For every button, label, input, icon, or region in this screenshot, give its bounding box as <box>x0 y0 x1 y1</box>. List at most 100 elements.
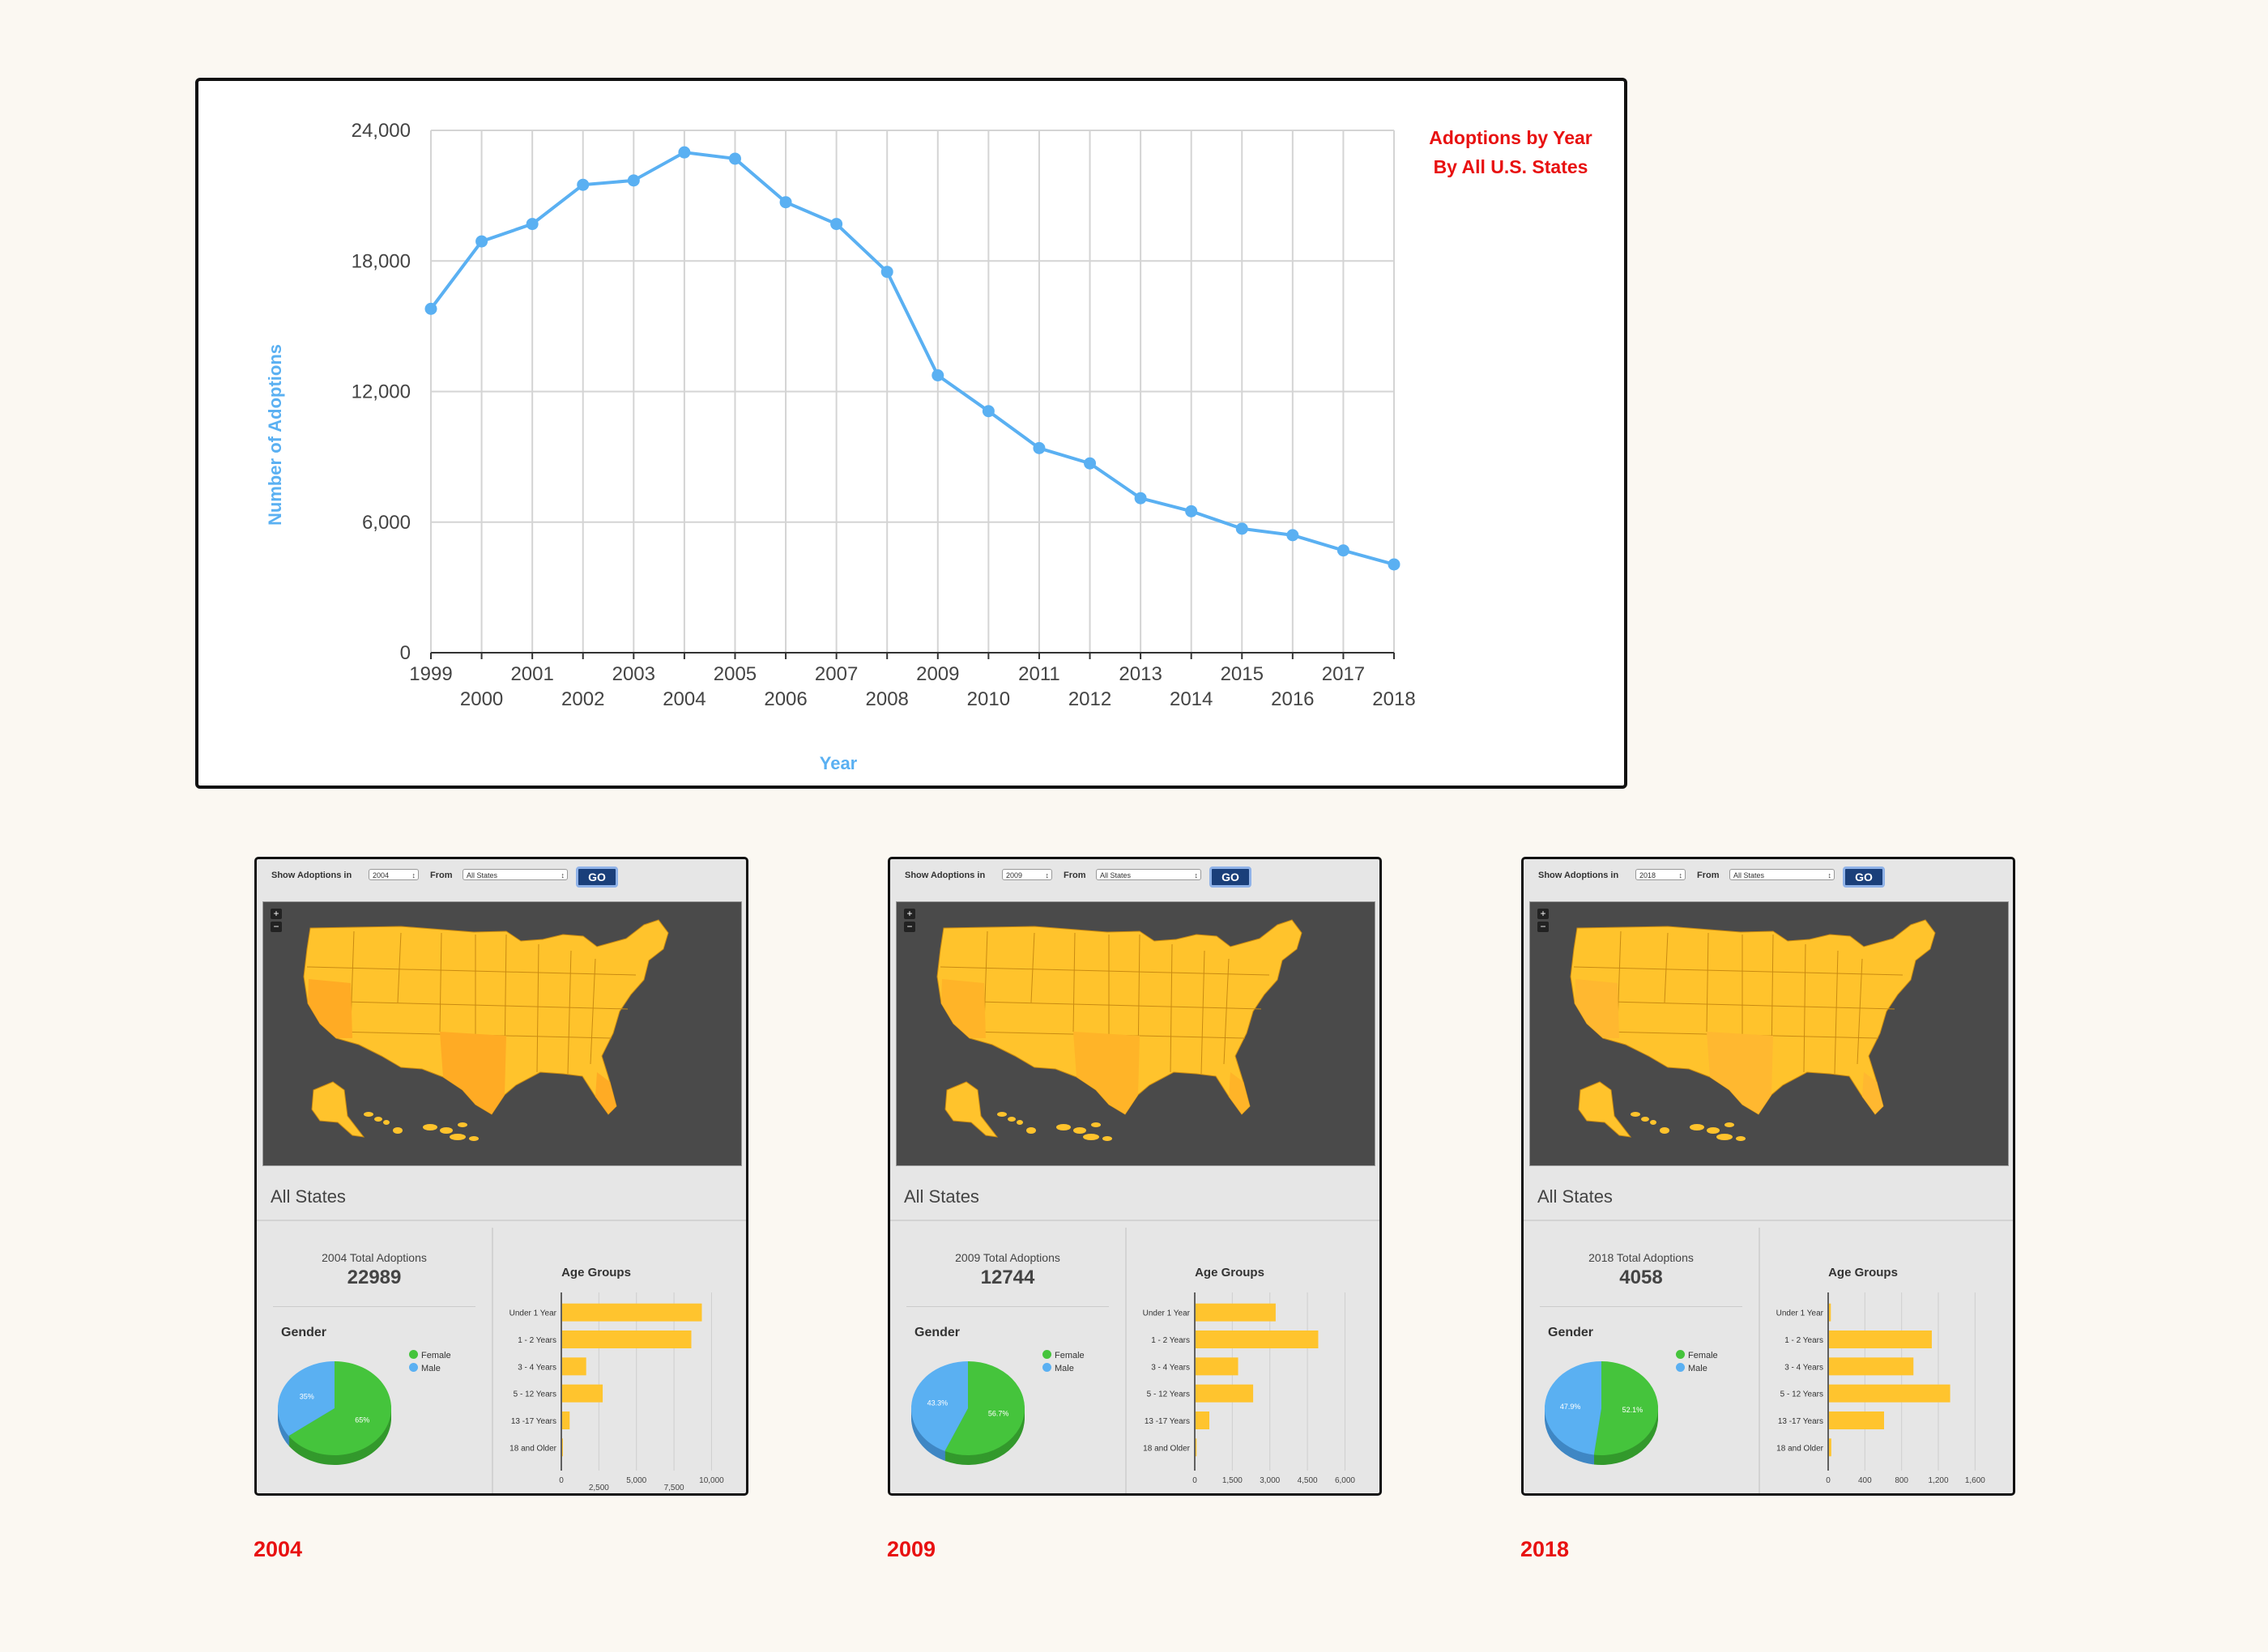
age-groups-bar-chart: Age Groups 0 1,500 3,000 4,500 6,000 Under 1 Y… <box>1143 1266 1356 1485</box>
state-border <box>1223 958 1230 1065</box>
pie-slice-female[interactable] <box>288 1361 391 1455</box>
data-point[interactable] <box>678 146 691 159</box>
go-button[interactable]: GO <box>1209 866 1251 888</box>
age-bar[interactable] <box>562 1438 563 1457</box>
state-hawaii <box>374 1117 382 1122</box>
state-florida <box>1229 1072 1250 1114</box>
dashboard-panel-2018: Show Adoptions in 2018 From All States G… <box>1521 857 2015 1496</box>
zoom-in-icon[interactable]: + <box>904 909 915 919</box>
legend-male[interactable]: Male <box>1042 1363 1074 1373</box>
female-dot-icon <box>1676 1350 1685 1359</box>
bar-x-tick-label: 5,000 <box>626 1476 646 1485</box>
data-point[interactable] <box>1033 441 1046 454</box>
year-select[interactable]: 2009 <box>1002 869 1052 881</box>
pie-slice-female[interactable] <box>1593 1361 1658 1455</box>
age-bar[interactable] <box>1829 1357 1914 1376</box>
age-bar[interactable] <box>562 1331 692 1348</box>
go-button[interactable]: GO <box>576 866 618 888</box>
state-hawaii <box>1660 1127 1669 1134</box>
age-bar[interactable] <box>1196 1303 1276 1322</box>
legend-female[interactable]: Female <box>409 1350 451 1360</box>
data-point[interactable] <box>880 266 893 279</box>
data-point[interactable] <box>1286 529 1299 542</box>
age-bar[interactable] <box>1829 1411 1884 1429</box>
zoom-out-icon[interactable]: − <box>1537 922 1549 932</box>
data-point[interactable] <box>728 152 741 165</box>
state-border <box>1072 932 1076 1032</box>
pie-slice-male[interactable] <box>911 1361 968 1451</box>
data-point[interactable] <box>779 196 792 209</box>
age-bar[interactable] <box>1829 1303 1831 1322</box>
data-point[interactable] <box>1134 492 1147 505</box>
age-bar[interactable] <box>562 1411 570 1429</box>
age-bar[interactable] <box>1196 1331 1319 1348</box>
divider <box>492 1228 493 1493</box>
data-point[interactable] <box>1084 457 1097 470</box>
state-select[interactable]: All States <box>1729 869 1835 881</box>
state-texas <box>1707 1032 1773 1114</box>
divider <box>257 1220 746 1221</box>
state-border <box>397 932 402 1003</box>
from-label: From <box>1064 871 1086 880</box>
gender-pie-chart: 52.1% 47.9% <box>1545 1361 1659 1465</box>
data-point[interactable] <box>1336 544 1349 557</box>
year-select[interactable]: 2018 <box>1635 869 1686 881</box>
x-tick-label: 2013 <box>1119 663 1162 685</box>
chart-title: Adoptions by Year By All U.S. States <box>1429 127 1592 177</box>
age-bar[interactable] <box>562 1303 702 1322</box>
state-hawaii <box>1650 1120 1656 1125</box>
age-bar[interactable] <box>1829 1438 1831 1457</box>
age-bar[interactable] <box>562 1384 603 1403</box>
divider <box>1540 1306 1742 1307</box>
territory-islands <box>1716 1134 1733 1140</box>
zoom-in-icon[interactable]: + <box>1537 909 1549 919</box>
pie-slice-male[interactable] <box>1545 1361 1601 1455</box>
zoom-out-icon[interactable]: − <box>904 922 915 932</box>
pie-label-female: 52.1% <box>1622 1406 1643 1414</box>
age-bar[interactable] <box>1829 1331 1932 1348</box>
legend-male[interactable]: Male <box>1676 1363 1707 1373</box>
usa-map-svg <box>303 919 669 1141</box>
data-point[interactable] <box>1388 558 1400 571</box>
state-hawaii <box>364 1112 373 1117</box>
data-point[interactable] <box>1235 522 1248 535</box>
territory-islands <box>440 1127 453 1134</box>
x-tick-label: 2011 <box>1018 663 1060 685</box>
usa-map[interactable]: + − <box>896 901 1375 1166</box>
age-bar[interactable] <box>562 1357 586 1376</box>
age-bar[interactable] <box>1196 1384 1254 1403</box>
data-point[interactable] <box>424 302 437 315</box>
year-select[interactable]: 2004 <box>369 869 419 881</box>
zoom-in-icon[interactable]: + <box>271 909 282 919</box>
age-bar[interactable] <box>1196 1357 1238 1376</box>
zoom-out-icon[interactable]: − <box>271 922 282 932</box>
age-bar[interactable] <box>1196 1411 1209 1429</box>
legend-female[interactable]: Female <box>1042 1350 1085 1360</box>
data-point[interactable] <box>577 178 590 191</box>
data-point[interactable] <box>830 218 843 231</box>
state-texas <box>1073 1032 1140 1114</box>
go-button[interactable]: GO <box>1843 866 1885 888</box>
age-bar[interactable] <box>1829 1384 1950 1403</box>
filter-toolbar: Show Adoptions in 2018 From All States G… <box>1538 864 2008 888</box>
data-point[interactable] <box>627 174 640 187</box>
territory-islands <box>1690 1124 1704 1130</box>
pie-slice-male[interactable] <box>278 1361 335 1437</box>
bar-x-tick-label: 7,500 <box>664 1484 684 1492</box>
usa-map[interactable]: + − <box>1529 901 2009 1166</box>
data-point[interactable] <box>526 218 539 231</box>
state-hawaii <box>1017 1120 1023 1125</box>
divider <box>273 1306 475 1307</box>
legend-female[interactable]: Female <box>1676 1350 1718 1360</box>
data-point[interactable] <box>475 235 488 248</box>
data-point[interactable] <box>982 405 995 418</box>
legend-male[interactable]: Male <box>409 1363 441 1373</box>
data-point[interactable] <box>1185 505 1198 517</box>
usa-map[interactable]: + − <box>262 901 742 1166</box>
state-select[interactable]: All States <box>463 869 568 881</box>
state-select[interactable]: All States <box>1096 869 1201 881</box>
bar-category-label: 1 - 2 Years <box>518 1336 556 1345</box>
bar-category-label: 3 - 4 Years <box>1151 1363 1190 1372</box>
pie-slice-female[interactable] <box>944 1361 1025 1455</box>
data-point[interactable] <box>932 369 944 382</box>
